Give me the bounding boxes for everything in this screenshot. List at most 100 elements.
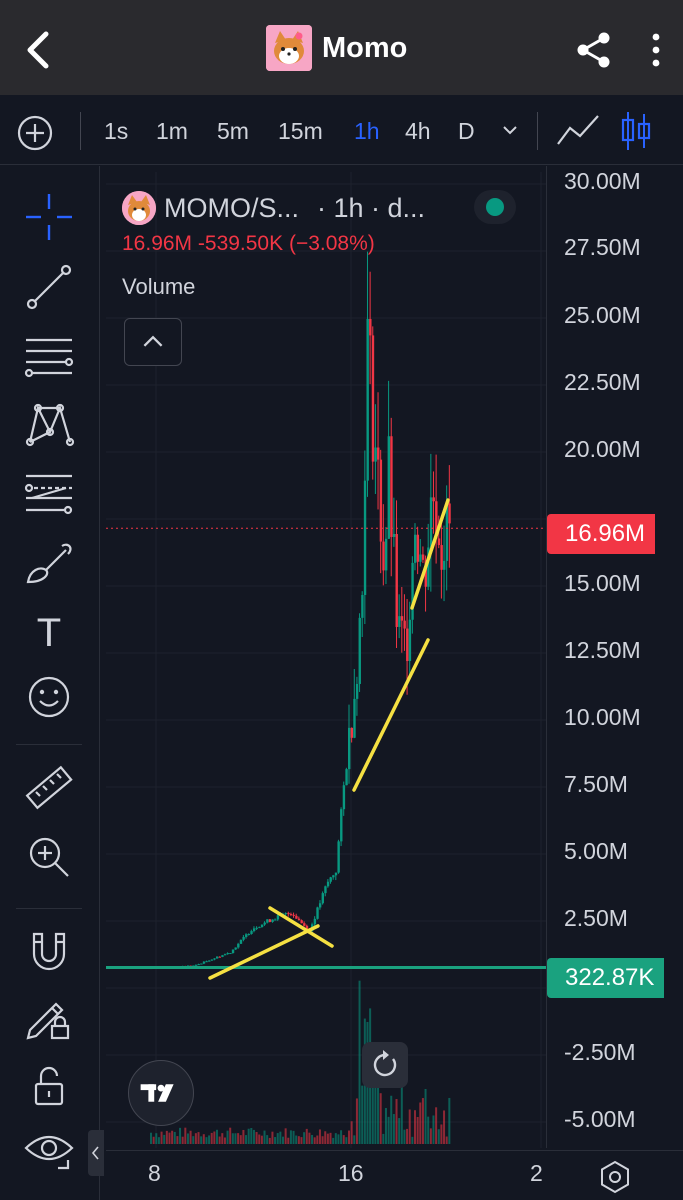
chevron-down-icon[interactable] [500, 118, 520, 142]
pattern-icon[interactable] [22, 398, 76, 452]
kebab-menu-icon[interactable] [646, 32, 666, 68]
volume-bar [150, 1132, 152, 1144]
text-icon[interactable]: T [22, 602, 76, 656]
chart-settings-icon[interactable] [598, 1160, 632, 1194]
crosshair-icon[interactable] [22, 190, 76, 244]
candle-body [334, 872, 338, 876]
share-icon[interactable] [574, 30, 614, 70]
volume-bar [334, 1133, 337, 1144]
line-chart-icon[interactable] [556, 112, 600, 150]
volume-bar [437, 1129, 440, 1144]
eye-icon[interactable] [22, 1124, 76, 1178]
chart-legend[interactable]: MOMO/S... · 1h · d... [122, 188, 425, 228]
candle-body [353, 698, 356, 738]
horizontal-line-price-tag: 322.87K [547, 958, 665, 998]
back-chevron-icon[interactable] [22, 30, 56, 70]
volume-bar [155, 1133, 158, 1144]
timeframe-1m[interactable]: 1m [156, 118, 188, 144]
volume-bar [221, 1133, 224, 1144]
volume-bar [194, 1133, 197, 1144]
candle-body [297, 918, 301, 921]
volume-bar [377, 1048, 380, 1144]
timeframe-1s[interactable]: 1s [104, 118, 129, 144]
zoom-in-icon[interactable] [22, 830, 76, 884]
volume-bar [245, 1135, 248, 1144]
volume-bar [276, 1133, 279, 1144]
candle-body [392, 533, 396, 537]
reset-chart-button[interactable] [362, 1042, 408, 1088]
volume-bar [390, 1095, 393, 1144]
candle-body [284, 913, 288, 915]
toolbar-collapse-toggle[interactable] [88, 1130, 104, 1176]
volume-bar [226, 1130, 229, 1144]
volume-bar [216, 1129, 218, 1144]
price-tick: 12.50M [564, 637, 641, 663]
timeframe-5m[interactable]: 5m [217, 118, 249, 144]
volume-bar [303, 1132, 306, 1144]
volume-bar [239, 1135, 242, 1144]
time-axis[interactable] [106, 1150, 683, 1200]
candlestick-icon[interactable] [620, 110, 652, 152]
volume-bar [311, 1134, 314, 1144]
candle-body [440, 545, 443, 570]
candle-body [194, 964, 198, 966]
candle-body [266, 919, 269, 923]
candle-body [202, 961, 206, 964]
volume-bar [231, 1133, 234, 1144]
volume-bar [295, 1135, 298, 1144]
candle-body [366, 318, 369, 481]
brush-icon[interactable] [22, 536, 76, 590]
time-tick: 2 [530, 1160, 543, 1186]
volume-bar [445, 1136, 448, 1144]
candle-body [379, 459, 383, 542]
volume-bar [266, 1135, 269, 1144]
price-tick: 20.00M [564, 436, 641, 462]
volume-bar [181, 1136, 184, 1144]
volume-bar [345, 1137, 348, 1144]
volume-bar [247, 1128, 250, 1144]
horizontal-lines-icon[interactable] [22, 330, 76, 384]
candle-body [369, 318, 372, 336]
candle-body [437, 538, 441, 546]
volume-bar [208, 1135, 211, 1144]
candle-body [427, 547, 430, 587]
volume-bar [350, 1121, 353, 1144]
candle-body [432, 497, 435, 502]
fib-retracement-icon[interactable] [22, 466, 76, 520]
timeframe-15m[interactable]: 15m [278, 118, 323, 144]
unlock-icon[interactable] [22, 1060, 76, 1114]
volume-bar [210, 1132, 213, 1144]
candle-body [295, 915, 298, 919]
emoji-icon[interactable] [22, 670, 76, 724]
volume-bar [271, 1131, 274, 1144]
volume-bar [289, 1130, 292, 1144]
candle-body [271, 919, 274, 922]
magnet-icon[interactable] [22, 924, 76, 978]
candle-body [377, 447, 380, 460]
market-status-indicator[interactable] [474, 190, 516, 224]
add-indicator-icon[interactable] [16, 114, 54, 152]
collapse-legend-button[interactable] [124, 318, 182, 366]
trend-line-icon[interactable] [22, 260, 76, 314]
price-tick: 10.00M [564, 704, 641, 730]
symbol-logo [122, 191, 156, 225]
timeframe-1h[interactable]: 1h [354, 118, 380, 144]
candle-body [358, 617, 361, 684]
timeframe-4h[interactable]: 4h [405, 118, 431, 144]
volume-bar [435, 1107, 438, 1144]
candle-body [305, 925, 309, 931]
symbol-name[interactable]: MOMO/S... [164, 192, 299, 223]
page-title: Momo [322, 31, 408, 64]
volume-bar [184, 1127, 187, 1144]
volume-indicator-label[interactable]: Volume [122, 274, 196, 299]
volume-bar [189, 1130, 192, 1144]
volume-bar [305, 1128, 308, 1144]
timeframe-d[interactable]: D [458, 118, 475, 144]
candle-body [424, 559, 427, 587]
ruler-icon[interactable] [22, 762, 76, 816]
volume-bar [213, 1131, 216, 1144]
lock-drawing-icon[interactable] [22, 992, 76, 1046]
volume-bar [234, 1133, 237, 1144]
toolbar-divider [16, 744, 82, 745]
tradingview-logo[interactable] [128, 1060, 194, 1126]
